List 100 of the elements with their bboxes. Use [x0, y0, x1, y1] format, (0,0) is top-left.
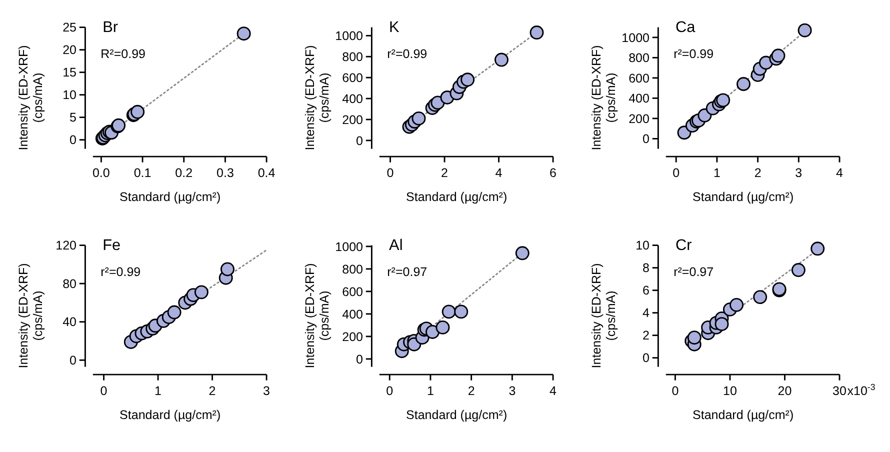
point	[220, 262, 234, 276]
point	[194, 285, 208, 300]
y-tick-label: 800	[628, 51, 650, 66]
y-tick-label: 10	[636, 238, 650, 253]
point	[130, 104, 145, 119]
x-axis-title: Standard (µg/cm²)	[406, 408, 508, 422]
point	[810, 242, 825, 256]
annotation: r²=0.97	[674, 265, 714, 280]
x-tick-label: 0.3	[216, 166, 234, 180]
y-tick-label: 200	[342, 112, 364, 127]
annotation: r²=0.99	[674, 47, 714, 62]
x-tick-label: 1	[713, 166, 720, 180]
y-axis-title: Intensity (ED-XRF) (cps/mA)	[302, 263, 332, 368]
y-tick-label: 20	[62, 43, 77, 58]
y-tick-label: 600	[342, 70, 364, 85]
chart-title: Fe	[102, 237, 121, 254]
point	[494, 52, 508, 67]
annotation: R²=0.99	[100, 47, 146, 62]
x-tick-label: 10	[723, 384, 737, 398]
y-tick-label: 600	[342, 284, 364, 299]
point	[730, 298, 744, 312]
chart-title: Br	[102, 19, 118, 36]
y-tick-label: 2	[642, 328, 650, 343]
point	[791, 263, 806, 278]
x-tick-label: 2	[754, 166, 762, 180]
annotation: r²=0.99	[387, 47, 428, 62]
y-tick-label: 400	[342, 307, 364, 322]
y-tick-label: 10	[62, 88, 77, 102]
x-tick-label: 0.4	[258, 166, 276, 180]
point	[426, 324, 440, 339]
chart-title: Cr	[676, 237, 692, 254]
x-tick-label: 2	[441, 166, 448, 180]
y-tick-label: 200	[628, 112, 650, 126]
y-tick-label: 800	[342, 262, 364, 276]
y-tick-label: 1000	[335, 29, 364, 44]
y-tick-label: 800	[342, 50, 364, 64]
x-tick-label: 1	[426, 384, 434, 398]
y-tick-label: 1000	[335, 240, 364, 254]
x-axis-title: Standard (µg/cm²)	[692, 190, 794, 204]
y-tick-label: 0	[642, 351, 650, 366]
point	[412, 111, 426, 126]
chart-title: Al	[389, 237, 403, 254]
x-axis-title: Standard (µg/cm²)	[120, 408, 221, 422]
y-axis-title: Intensity (ED-XRF) (cps/mA)	[16, 45, 45, 150]
point	[167, 305, 182, 320]
x-axis-title: Standard (µg/cm²)	[120, 190, 221, 204]
x-tick-label: 4	[836, 166, 844, 180]
x-tick-label: 0	[672, 384, 679, 398]
y-tick-label: 1000	[622, 30, 650, 45]
y-tick-label: 400	[628, 92, 650, 106]
y-axis-title: Intensity (ED-XRF) (cps/mA)	[302, 45, 332, 150]
x-tick-label: 6	[550, 166, 557, 180]
y-tick-label: 0	[356, 134, 364, 148]
y-tick-label: 4	[642, 306, 650, 320]
x-tick-label: 0	[672, 166, 680, 180]
y-tick-label: 80	[62, 276, 77, 291]
point	[753, 290, 768, 304]
point	[460, 72, 475, 87]
x-tick-label: 0.0	[92, 166, 110, 180]
point	[530, 26, 544, 40]
x-tick-label: 3	[795, 166, 802, 180]
y-tick-label: 5	[70, 110, 77, 125]
x-tick-label: 0	[386, 166, 394, 180]
annotation: r²=0.99	[100, 265, 141, 280]
x-tick-label: 1	[154, 384, 162, 398]
x-tick-label: 20	[778, 384, 792, 398]
x-tick-label: 4	[550, 384, 557, 398]
point	[454, 304, 468, 319]
point	[236, 26, 251, 41]
x-axis-title: Standard (µg/cm²)	[692, 408, 794, 422]
x-tick-label: 3	[263, 384, 270, 398]
x-tick-label: 0	[100, 384, 108, 398]
y-axis-title: Intensity (ED-XRF) (cps/mA)	[16, 263, 45, 368]
point	[442, 304, 456, 319]
x-tick-label: 3	[508, 384, 516, 398]
chart-title: Ca	[676, 19, 696, 36]
y-tick-label: 400	[342, 92, 364, 106]
point	[515, 246, 530, 260]
x-tick-label: 0	[386, 384, 394, 398]
y-tick-label: 8	[642, 261, 650, 276]
y-tick-label: 25	[62, 20, 77, 35]
y-tick-label: 0	[356, 352, 364, 366]
y-tick-label: 600	[628, 71, 650, 86]
x-tick-label: 0.1	[134, 166, 152, 180]
y-tick-label: 40	[62, 315, 77, 330]
chart-title: K	[389, 19, 400, 36]
point	[771, 48, 786, 63]
y-tick-label: 0	[70, 133, 77, 148]
x-tick-label: 2	[208, 384, 216, 398]
point	[736, 77, 751, 92]
y-tick-label: 0	[70, 353, 77, 368]
y-axis-title: Intensity (ED-XRF) (cps/mA)	[589, 45, 618, 150]
point	[714, 317, 729, 332]
x-tick-label: 4	[495, 166, 502, 180]
x-tick-label: 0.2	[175, 166, 193, 180]
x-tick-label: 2	[468, 384, 475, 398]
point	[687, 330, 702, 345]
point	[436, 320, 450, 334]
y-axis-title: Intensity (ED-XRF) (cps/mA)	[589, 263, 618, 368]
y-tick-label: 6	[642, 284, 650, 298]
